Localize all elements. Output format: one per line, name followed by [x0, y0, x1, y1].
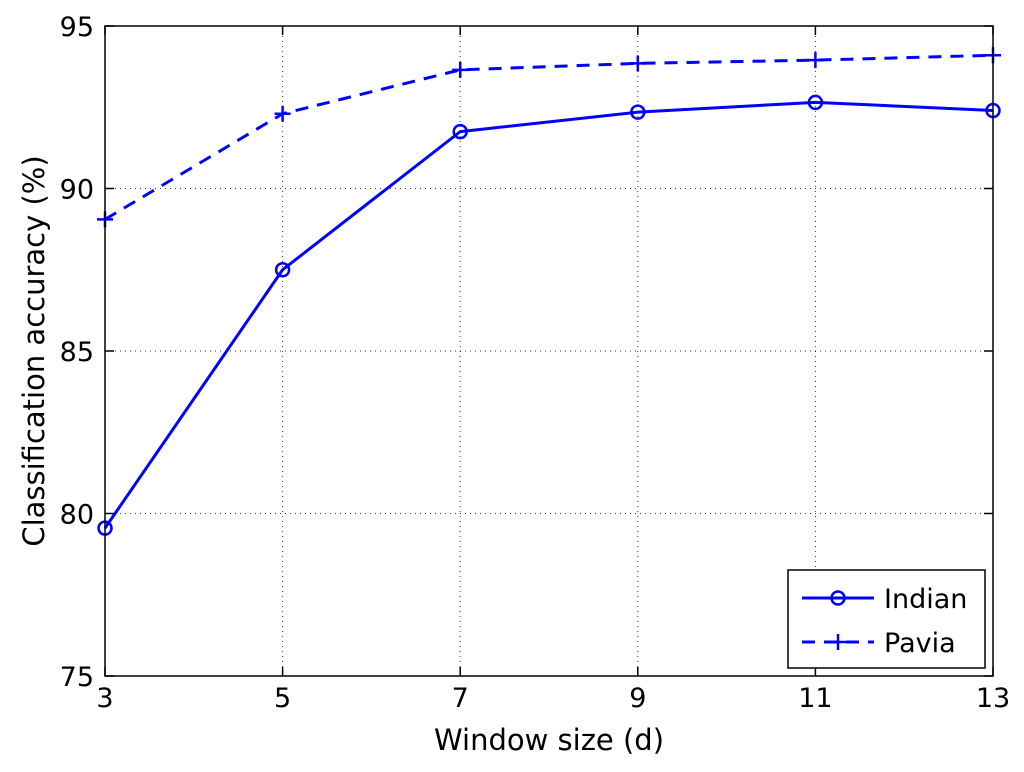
- data-point-pavia: [629, 55, 646, 72]
- x-tick-label: 5: [274, 683, 291, 714]
- grid-lines: [105, 26, 993, 676]
- legend-label-pavia: Pavia: [884, 628, 956, 659]
- y-tick-label: 85: [60, 337, 94, 368]
- y-tick-label: 95: [60, 12, 94, 43]
- data-point-indian: [452, 123, 468, 140]
- x-tick-label: 3: [96, 683, 113, 714]
- legend-box: [787, 569, 986, 669]
- legend: Indian Pavia: [787, 569, 986, 669]
- x-axis-label: Window size (d): [434, 723, 664, 757]
- legend-label-indian: Indian: [884, 584, 967, 615]
- x-tick-label: 11: [798, 683, 832, 714]
- x-tick-label: 7: [452, 683, 469, 714]
- x-tick-label: 9: [629, 683, 646, 714]
- data-point-pavia: [807, 52, 824, 69]
- y-axis-label: Classification accuracy (%): [17, 155, 51, 546]
- data-point-pavia: [452, 61, 469, 78]
- data-point-indian: [274, 262, 291, 278]
- data-point-indian: [630, 104, 646, 120]
- series-line-pavia: [104, 53, 994, 221]
- data-point-pavia: [274, 105, 291, 122]
- y-tick-label: 90: [60, 175, 94, 206]
- x-tick-label: 13: [976, 683, 1010, 714]
- axis-ticks: 3 5 7 9 11 13 75 80 85 90 95: [60, 12, 1011, 714]
- y-tick-label: 80: [60, 500, 94, 531]
- data-point-indian: [807, 94, 824, 111]
- legend-marker-indian: [830, 590, 846, 606]
- legend-marker-pavia: [830, 634, 846, 650]
- series-line-indian: [103, 100, 994, 529]
- y-tick-label: 75: [60, 662, 94, 693]
